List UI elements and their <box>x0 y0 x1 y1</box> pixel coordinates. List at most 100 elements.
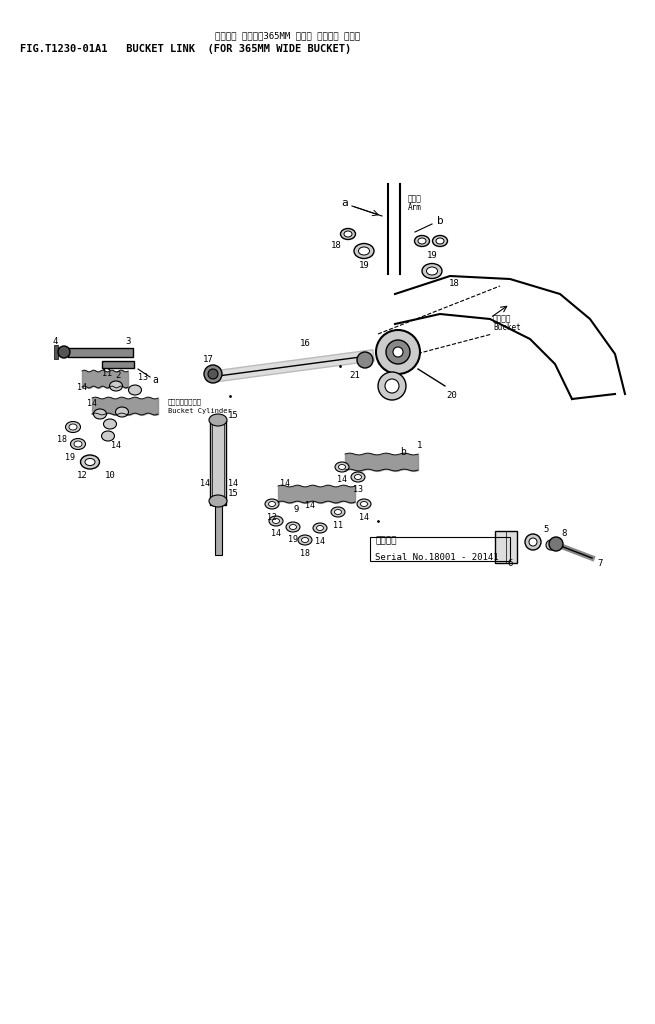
Text: 7: 7 <box>597 558 603 567</box>
Text: Bucket Cylinder: Bucket Cylinder <box>168 408 232 414</box>
Text: Bucket: Bucket <box>493 324 521 333</box>
Ellipse shape <box>358 247 369 255</box>
Text: 14: 14 <box>359 512 369 521</box>
Ellipse shape <box>94 409 107 419</box>
Bar <box>370 537 510 561</box>
Text: 17: 17 <box>202 355 214 365</box>
Bar <box>212 422 224 502</box>
Ellipse shape <box>436 238 444 244</box>
Text: a: a <box>152 375 158 385</box>
Ellipse shape <box>269 502 276 507</box>
Ellipse shape <box>357 499 371 509</box>
Ellipse shape <box>290 524 297 529</box>
Text: 14: 14 <box>200 479 210 488</box>
Text: バケット リンク（365MM ハバァ バケット ヨウ）: バケット リンク（365MM ハバァ バケット ヨウ） <box>215 32 360 41</box>
Text: 10: 10 <box>105 471 115 480</box>
Ellipse shape <box>335 510 341 514</box>
Ellipse shape <box>102 431 115 441</box>
Text: 4: 4 <box>52 337 58 345</box>
Ellipse shape <box>344 231 352 237</box>
Ellipse shape <box>71 438 86 450</box>
Ellipse shape <box>298 535 312 545</box>
Text: 14: 14 <box>305 502 315 511</box>
Text: 2: 2 <box>115 372 121 381</box>
Ellipse shape <box>316 525 324 530</box>
Text: 5: 5 <box>543 525 549 535</box>
Ellipse shape <box>209 414 227 426</box>
Circle shape <box>529 538 537 546</box>
Text: Serial No.18001 - 20141: Serial No.18001 - 20141 <box>375 553 498 561</box>
Text: a: a <box>342 198 348 208</box>
Text: 1: 1 <box>417 441 422 451</box>
Ellipse shape <box>418 238 426 244</box>
Text: 18: 18 <box>57 434 67 443</box>
Text: 12: 12 <box>77 471 87 480</box>
Ellipse shape <box>103 419 117 429</box>
Ellipse shape <box>286 522 300 532</box>
Circle shape <box>58 346 70 358</box>
Circle shape <box>546 540 556 550</box>
Ellipse shape <box>415 236 430 247</box>
Text: 19: 19 <box>288 536 298 545</box>
Ellipse shape <box>66 422 81 432</box>
Ellipse shape <box>426 267 438 275</box>
Text: バケット: バケット <box>493 314 512 324</box>
Circle shape <box>525 534 541 550</box>
Text: 13: 13 <box>138 373 148 382</box>
Text: FIG.T1230-01A1   BUCKET LINK  (FOR 365MM WIDE BUCKET): FIG.T1230-01A1 BUCKET LINK (FOR 365MM WI… <box>20 44 351 54</box>
Circle shape <box>385 379 399 393</box>
Text: 適用号機: 適用号機 <box>375 537 396 546</box>
Ellipse shape <box>339 465 345 469</box>
Ellipse shape <box>313 523 327 534</box>
Ellipse shape <box>422 263 442 279</box>
Circle shape <box>378 372 406 400</box>
Text: 11: 11 <box>333 520 343 529</box>
Circle shape <box>549 537 563 551</box>
Text: バケットシリンダ: バケットシリンダ <box>168 398 202 406</box>
Ellipse shape <box>360 502 367 507</box>
Ellipse shape <box>128 385 141 395</box>
Circle shape <box>357 352 373 368</box>
Text: 18: 18 <box>300 549 310 557</box>
Text: 19: 19 <box>359 261 369 270</box>
Text: b: b <box>400 447 406 457</box>
Circle shape <box>386 340 410 364</box>
Circle shape <box>393 347 403 357</box>
Text: 16: 16 <box>299 340 310 348</box>
Text: 19: 19 <box>426 252 438 260</box>
Ellipse shape <box>81 455 100 469</box>
Text: 3: 3 <box>125 338 131 346</box>
Ellipse shape <box>331 507 345 517</box>
Bar <box>67 347 132 356</box>
Bar <box>495 531 517 563</box>
Text: Arm: Arm <box>408 204 422 213</box>
Text: 14: 14 <box>77 384 87 392</box>
Text: 14: 14 <box>111 441 121 451</box>
Ellipse shape <box>335 462 349 472</box>
Ellipse shape <box>85 459 95 466</box>
Ellipse shape <box>341 228 356 240</box>
Text: 14: 14 <box>271 529 281 539</box>
Text: 13: 13 <box>353 485 363 495</box>
Text: 15: 15 <box>228 411 238 420</box>
Ellipse shape <box>301 538 309 543</box>
Text: 14: 14 <box>87 399 97 409</box>
Ellipse shape <box>272 518 280 523</box>
Ellipse shape <box>74 441 82 447</box>
Circle shape <box>376 330 420 374</box>
Text: 19: 19 <box>65 453 75 462</box>
Ellipse shape <box>354 474 362 479</box>
Bar <box>210 420 226 505</box>
Ellipse shape <box>209 495 227 507</box>
Ellipse shape <box>115 407 128 417</box>
Text: 12: 12 <box>267 512 277 521</box>
Ellipse shape <box>432 236 447 247</box>
Circle shape <box>204 365 222 383</box>
Text: 9: 9 <box>293 506 299 514</box>
Ellipse shape <box>351 472 365 482</box>
Text: アーム: アーム <box>408 195 422 204</box>
Ellipse shape <box>265 499 279 509</box>
Text: 14: 14 <box>280 479 290 488</box>
Text: 20: 20 <box>447 391 457 400</box>
Text: 6: 6 <box>508 559 513 568</box>
